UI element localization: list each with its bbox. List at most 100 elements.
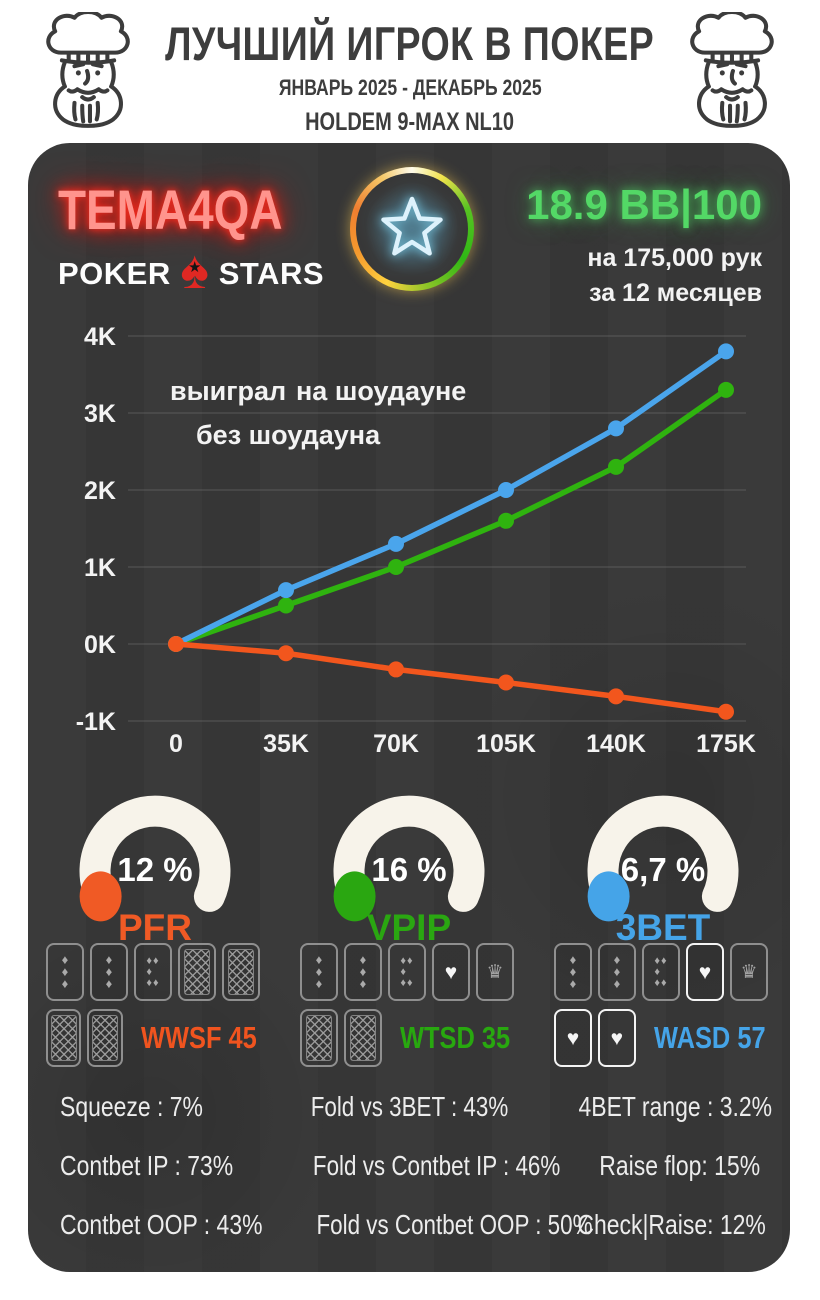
y-tick-label: 0K <box>84 631 116 659</box>
series-line <box>173 387 729 647</box>
gauge-arc <box>333 795 485 912</box>
board-column: ♦ ♦ ♦ ♦ ♦ ♦ ♦♦ ♦ ♦♦ ♥ ♛ WTSD 35 <box>282 943 536 1075</box>
crown-icon: ♛ <box>740 961 758 983</box>
stat-line: Raise flop: 15% <box>536 1150 760 1182</box>
gauge-label: VPIP <box>366 907 452 948</box>
mini-card-d3: ♦ ♦ ♦ <box>344 943 382 1001</box>
board-column: ♦ ♦ ♦ ♦ ♦ ♦ ♦♦ ♦ ♦♦ WWSF 45 <box>28 943 282 1075</box>
stat-line: Fold vs Contbet IP : 46% <box>282 1150 560 1182</box>
diamond-pips-icon: ♦♦ ♦ ♦♦ <box>400 954 414 989</box>
mini-card-crown: ♛ <box>476 943 514 1001</box>
page-title-text: ЛУЧШИЙ ИГРОК В ПОКЕР <box>165 17 655 70</box>
board-stat-label: WASD 57 <box>654 1020 790 1056</box>
game-format: HOLDEM 9-MAX NL10 <box>0 108 820 137</box>
board-row-1: ♦ ♦ ♦ ♦ ♦ ♦ ♦♦ ♦ ♦♦ <box>46 943 282 1001</box>
logo-word-poker: POKER <box>58 256 171 291</box>
series-marker <box>608 458 624 475</box>
series-marker <box>278 582 294 599</box>
mini-card-back <box>222 943 260 1001</box>
spade-icon: ♠ ★ <box>172 243 218 299</box>
x-tick-label: 105K <box>476 730 536 758</box>
stat-line-text: Fold vs Contbet IP : 46% <box>312 1150 561 1181</box>
page-title: ЛУЧШИЙ ИГРОК В ПОКЕР <box>0 16 820 71</box>
player-nickname: TEMA4QA <box>58 177 332 242</box>
stat-line-text: Contbet IP : 73% <box>60 1150 234 1181</box>
stat-line: Squeeze : 7% <box>60 1091 282 1123</box>
series-marker <box>278 597 294 614</box>
series-marker <box>388 661 404 678</box>
legend-entry: на шоудауне <box>296 376 466 406</box>
series-marker <box>388 535 404 552</box>
chef-icon <box>46 12 130 128</box>
mini-card-d5: ♦♦ ♦ ♦♦ <box>388 943 426 1001</box>
date-range: ЯНВАРЬ 2025 - ДЕКАБРЬ 2025 <box>0 75 820 101</box>
detail-stats-row: Squeeze : 7% Contbet IP : 73% Contbet OOP … <box>28 1091 790 1268</box>
gauge-arc <box>587 795 739 912</box>
gauge-arc-svg <box>79 795 231 922</box>
y-tick-label: -1K <box>76 708 116 736</box>
series-marker <box>608 420 624 437</box>
gauge-vpip: 16 % VPIP <box>282 791 536 948</box>
stat-line-text: Raise flop: 15% <box>599 1150 760 1181</box>
board-row-2: WTSD 35 <box>300 1009 536 1067</box>
diamond-pips-icon: ♦ ♦ ♦ <box>105 952 113 991</box>
chef-icon <box>690 12 774 128</box>
x-tick-label: 35K <box>263 730 309 758</box>
mini-card-heart: ♥ <box>432 943 470 1001</box>
series-marker <box>498 482 514 498</box>
period: за 12 месяцев <box>589 279 762 307</box>
board-stat-label: WTSD 35 <box>400 1020 534 1056</box>
winrate-details: на 175,000 рук за 12 месяцев <box>526 241 762 311</box>
board-row-1: ♦ ♦ ♦ ♦ ♦ ♦ ♦♦ ♦ ♦♦ ♥ ♛ <box>300 943 536 1001</box>
heart-icon: ♥ <box>566 1026 580 1050</box>
gauge-arc <box>79 795 231 912</box>
board-stat-label: WWSF 45 <box>141 1020 282 1056</box>
gauge-dot <box>587 871 630 922</box>
mini-card-d5: ♦♦ ♦ ♦♦ <box>134 943 172 1001</box>
header: ЛУЧШИЙ ИГРОК В ПОКЕР ЯНВАРЬ 2025 - ДЕКАБ… <box>0 0 820 143</box>
diamond-pips-icon: ♦♦ ♦ ♦♦ <box>146 954 160 989</box>
gauge-dot <box>79 871 122 922</box>
series-marker <box>498 674 514 691</box>
stat-line-text: Squeeze : 7% <box>60 1091 203 1122</box>
series-line <box>173 641 729 715</box>
card-back-icon <box>350 1015 376 1061</box>
gauge-3bet: 6,7 % 3BET <box>536 791 790 948</box>
gauge-pfr: 12 % PFR <box>28 791 282 948</box>
heart-icon: ♥ <box>610 1026 624 1050</box>
gauge-label: PFR <box>118 907 192 948</box>
series-marker <box>498 512 514 529</box>
mini-card-d3: ♦ ♦ ♦ <box>554 943 592 1001</box>
stats-column-col3: 4BET range : 3.2% Raise flop: 15% Check|Ra… <box>536 1091 790 1268</box>
stat-line-text: Contbet OOP : 43% <box>60 1209 263 1240</box>
stat-line-text: Fold vs 3BET : 43% <box>310 1091 508 1122</box>
series-marker <box>718 381 734 398</box>
crown-icon: ♛ <box>486 961 504 983</box>
hands-count: на 175,000 рук <box>587 244 762 272</box>
mini-card-crown: ♛ <box>730 943 768 1001</box>
legend-entry: выиграл <box>170 376 286 406</box>
mini-card-back <box>344 1009 382 1067</box>
board-stat-label-text: WTSD 35 <box>400 1020 511 1055</box>
mini-card-d5: ♦♦ ♦ ♦♦ <box>642 943 680 1001</box>
logo-word-stars: STARS <box>218 256 325 291</box>
diamond-pips-icon: ♦ ♦ ♦ <box>613 952 621 991</box>
heart-icon: ♥ <box>444 960 458 984</box>
gauge-value: 16 % <box>371 851 447 888</box>
board-row-2: ♥ ♥ WASD 57 <box>554 1009 790 1067</box>
card-back-icon <box>306 1015 332 1061</box>
stats-column-col2: Fold vs 3BET : 43% Fold vs Contbet IP : 4… <box>282 1091 592 1268</box>
neon-star-icon <box>381 196 443 256</box>
mini-card-heart-bright: ♥ <box>686 943 724 1001</box>
gauge-value: 6,7 % <box>620 851 706 888</box>
stats-card: TEMA4QA POKER ♠ ★ STARS 18.9 BB|100 на 1… <box>28 143 790 1272</box>
legend-entry: без шоудауна <box>196 420 381 450</box>
series-marker <box>278 645 294 662</box>
y-tick-label: 1K <box>84 554 116 582</box>
y-tick-label: 2K <box>84 477 116 505</box>
stat-line: Fold vs Contbet OOP : 50% <box>282 1209 592 1241</box>
diamond-pips-icon: ♦ ♦ ♦ <box>359 952 367 991</box>
board-column: ♦ ♦ ♦ ♦ ♦ ♦ ♦♦ ♦ ♦♦ ♥ ♛ ♥ ♥ WASD 57 <box>536 943 790 1075</box>
x-tick-label: 175K <box>696 730 756 758</box>
series-marker <box>608 688 624 705</box>
